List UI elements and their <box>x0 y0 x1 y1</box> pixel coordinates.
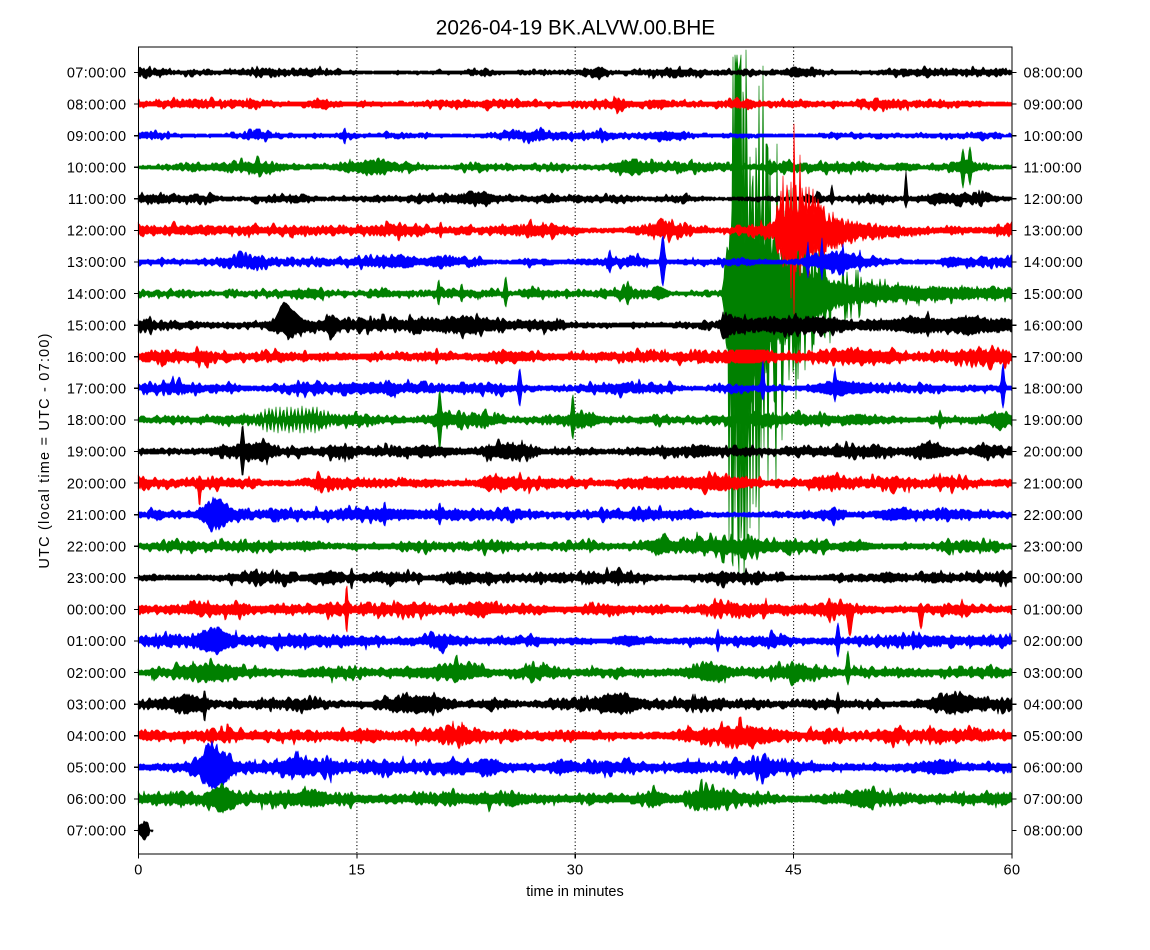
svg-text:22:00:00: 22:00:00 <box>1024 508 1084 524</box>
svg-text:00:00:00: 00:00:00 <box>67 603 127 619</box>
svg-text:05:00:00: 05:00:00 <box>1024 729 1084 745</box>
svg-text:07:00:00: 07:00:00 <box>67 824 127 840</box>
svg-text:15:00:00: 15:00:00 <box>1024 287 1084 303</box>
svg-text:13:00:00: 13:00:00 <box>1024 224 1084 240</box>
svg-text:17:00:00: 17:00:00 <box>67 382 127 398</box>
svg-text:23:00:00: 23:00:00 <box>1024 539 1084 555</box>
svg-text:21:00:00: 21:00:00 <box>67 508 127 524</box>
svg-text:15:00:00: 15:00:00 <box>67 318 127 334</box>
svg-text:08:00:00: 08:00:00 <box>67 97 127 113</box>
svg-text:21:00:00: 21:00:00 <box>1024 476 1084 492</box>
svg-text:2026-04-19 BK.ALVW.00.BHE: 2026-04-19 BK.ALVW.00.BHE <box>436 17 715 40</box>
svg-text:22:00:00: 22:00:00 <box>67 539 127 555</box>
svg-text:10:00:00: 10:00:00 <box>1024 129 1084 145</box>
svg-text:01:00:00: 01:00:00 <box>1024 603 1084 619</box>
svg-text:16:00:00: 16:00:00 <box>1024 318 1084 334</box>
svg-text:06:00:00: 06:00:00 <box>1024 761 1084 777</box>
svg-text:07:00:00: 07:00:00 <box>67 66 127 82</box>
svg-text:05:00:00: 05:00:00 <box>67 761 127 777</box>
svg-text:18:00:00: 18:00:00 <box>67 413 127 429</box>
svg-text:19:00:00: 19:00:00 <box>1024 413 1084 429</box>
svg-text:16:00:00: 16:00:00 <box>67 350 127 366</box>
svg-text:19:00:00: 19:00:00 <box>67 445 127 461</box>
svg-text:12:00:00: 12:00:00 <box>1024 192 1084 208</box>
svg-text:11:00:00: 11:00:00 <box>1024 160 1083 176</box>
svg-text:18:00:00: 18:00:00 <box>1024 382 1084 398</box>
svg-text:08:00:00: 08:00:00 <box>1024 824 1084 840</box>
svg-text:23:00:00: 23:00:00 <box>67 571 127 587</box>
svg-text:UTC (local time = UTC - 07:00): UTC (local time = UTC - 07:00) <box>37 332 53 568</box>
svg-text:03:00:00: 03:00:00 <box>1024 666 1084 682</box>
svg-text:20:00:00: 20:00:00 <box>1024 445 1084 461</box>
svg-text:45: 45 <box>785 863 802 879</box>
svg-text:15: 15 <box>348 863 365 879</box>
svg-text:04:00:00: 04:00:00 <box>67 729 127 745</box>
svg-text:09:00:00: 09:00:00 <box>1024 97 1084 113</box>
svg-text:09:00:00: 09:00:00 <box>67 129 127 145</box>
svg-text:14:00:00: 14:00:00 <box>1024 255 1084 271</box>
svg-text:time in minutes: time in minutes <box>526 884 624 900</box>
svg-text:00:00:00: 00:00:00 <box>1024 571 1084 587</box>
svg-text:60: 60 <box>1004 863 1021 879</box>
svg-text:01:00:00: 01:00:00 <box>67 634 127 650</box>
svg-text:20:00:00: 20:00:00 <box>67 476 127 492</box>
svg-text:11:00:00: 11:00:00 <box>68 192 127 208</box>
svg-text:13:00:00: 13:00:00 <box>67 255 127 271</box>
svg-text:14:00:00: 14:00:00 <box>67 287 127 303</box>
svg-text:17:00:00: 17:00:00 <box>1024 350 1084 366</box>
svg-text:02:00:00: 02:00:00 <box>67 666 127 682</box>
svg-text:07:00:00: 07:00:00 <box>1024 792 1084 808</box>
svg-text:30: 30 <box>567 863 584 879</box>
svg-text:02:00:00: 02:00:00 <box>1024 634 1084 650</box>
svg-text:12:00:00: 12:00:00 <box>67 224 127 240</box>
svg-text:04:00:00: 04:00:00 <box>1024 697 1084 713</box>
svg-text:03:00:00: 03:00:00 <box>67 697 127 713</box>
svg-text:10:00:00: 10:00:00 <box>67 160 127 176</box>
svg-text:08:00:00: 08:00:00 <box>1024 66 1084 82</box>
svg-text:0: 0 <box>134 863 142 879</box>
svg-text:06:00:00: 06:00:00 <box>67 792 127 808</box>
